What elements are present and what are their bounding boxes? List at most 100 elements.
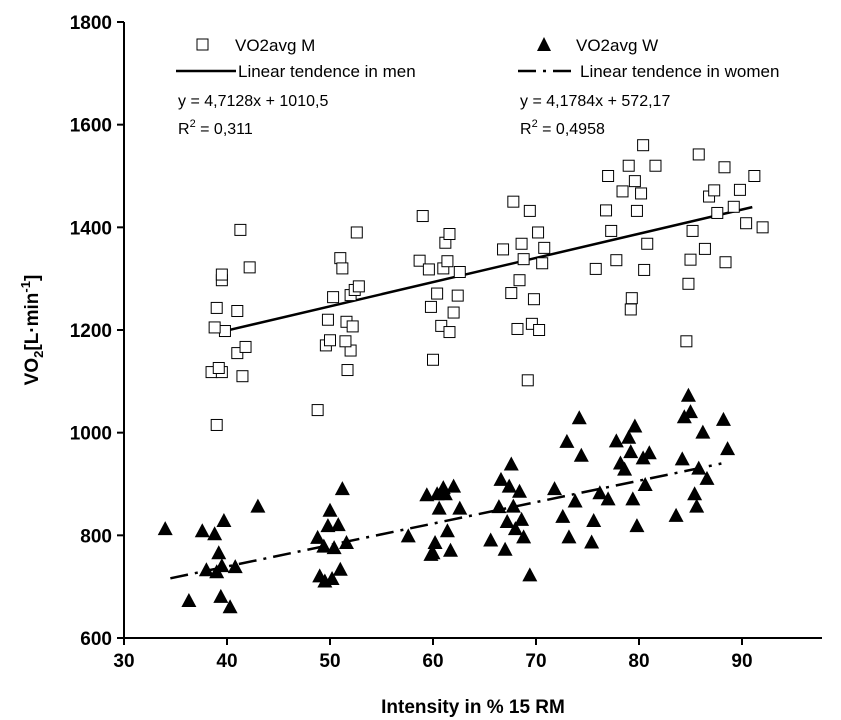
women-point [443, 542, 459, 557]
men-point [602, 170, 615, 182]
women-point [680, 387, 696, 402]
men-point [327, 291, 340, 304]
women-point [683, 404, 698, 419]
women-point [637, 477, 653, 492]
women-point [617, 461, 633, 476]
women-point [547, 481, 563, 496]
men-point [210, 418, 223, 431]
women-point [437, 486, 453, 501]
women-point [555, 508, 571, 523]
women-point [324, 570, 340, 585]
men-point [630, 204, 643, 217]
trendlines [170, 205, 753, 580]
men-point [532, 226, 545, 239]
x-axis-title: Intensity in % 15 RM [381, 697, 565, 718]
women-point [181, 593, 197, 608]
men-point [521, 374, 534, 387]
women-point [573, 447, 589, 462]
y-tick-label: 600 [80, 629, 112, 650]
men-point [215, 268, 228, 281]
women-point [600, 491, 616, 506]
men-point [684, 253, 697, 266]
men-point [589, 262, 602, 275]
men-point [517, 253, 530, 266]
men-point [453, 265, 466, 278]
x-tick-label: 90 [731, 651, 752, 672]
men-point [334, 252, 347, 265]
men-point [628, 175, 641, 188]
men-point [523, 204, 536, 217]
women-point [419, 487, 435, 502]
men-point [638, 263, 651, 276]
men-point [692, 148, 705, 161]
x-tick-label: 60 [422, 651, 443, 672]
y-ticks: 600 800 1000 1200 1400 1600 1800 [70, 13, 124, 650]
women-point [571, 410, 587, 425]
women-point [214, 558, 230, 573]
y-tick-label: 1200 [70, 321, 112, 342]
women-point [493, 471, 509, 486]
legend-men-line-label: Linear tendence in men [238, 62, 416, 81]
women-point [503, 456, 519, 471]
men-point [505, 287, 518, 300]
men-point [443, 228, 456, 241]
women-point [559, 433, 575, 448]
men-point [616, 185, 629, 198]
men-point [641, 237, 654, 250]
men-point [605, 224, 618, 237]
women-point [497, 541, 513, 556]
women-point [499, 513, 515, 528]
legend-women-points-label: VO2avg W [576, 36, 658, 55]
men-point [527, 293, 540, 306]
men-point [698, 242, 711, 255]
men-point [748, 170, 761, 182]
men-point [525, 317, 538, 330]
women-point [332, 561, 348, 576]
men-point [435, 319, 448, 332]
women-point [691, 460, 707, 475]
men-point [324, 334, 336, 347]
women-point [320, 518, 336, 533]
men-point [719, 256, 732, 269]
men-point [321, 313, 334, 326]
men-point [311, 404, 324, 417]
equations: y = 4,7128x + 1010,5 R2 = 0,311 y = 4,17… [178, 93, 670, 138]
women-point [501, 478, 517, 493]
men-point [416, 210, 429, 223]
women-point [322, 502, 338, 517]
women-point [194, 523, 210, 538]
women-point [211, 545, 227, 560]
women-point [668, 507, 684, 522]
men-point [339, 335, 352, 348]
men-point [424, 300, 437, 313]
men-point [718, 161, 731, 174]
women-point [310, 529, 326, 544]
y-tick-label: 1000 [70, 424, 112, 445]
men-point [210, 301, 223, 314]
women-point [641, 445, 657, 460]
women-point [427, 535, 443, 550]
men-point [447, 306, 460, 319]
men-point [511, 322, 524, 335]
men-point [443, 326, 456, 339]
women-point [439, 523, 455, 538]
men-point [635, 187, 648, 200]
men-point [625, 292, 638, 305]
men-point [711, 206, 724, 219]
women-point [213, 588, 229, 603]
x-tick-label: 80 [628, 651, 649, 672]
women-point [687, 486, 703, 501]
men-point [231, 347, 244, 360]
women-point [561, 529, 577, 544]
women-point [491, 499, 507, 514]
women-point [250, 498, 266, 513]
women-point [400, 528, 416, 543]
men-point [346, 320, 359, 333]
women-point [627, 418, 643, 433]
women-point [584, 534, 600, 549]
men-point [431, 287, 444, 300]
men-point [451, 289, 464, 302]
x-tick-label: 30 [113, 651, 134, 672]
women-point [425, 545, 441, 560]
